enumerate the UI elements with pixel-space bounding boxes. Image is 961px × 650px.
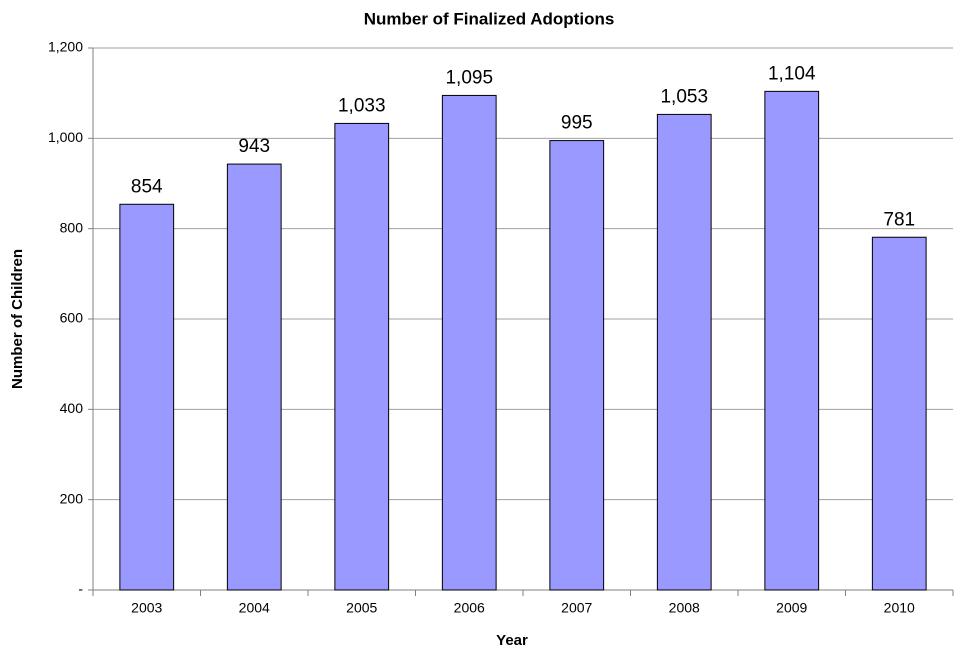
x-tick-label: 2008 (669, 600, 700, 616)
x-tick-label: 2007 (561, 600, 592, 616)
data-label: 1,033 (338, 95, 386, 116)
y-tick-label: 200 (60, 490, 84, 506)
y-tick-label: 800 (60, 219, 84, 235)
x-tick-label: 2009 (776, 600, 807, 616)
x-tick-label: 2006 (454, 600, 485, 616)
y-tick-label: 400 (60, 400, 84, 416)
bar (226, 163, 282, 591)
data-label: 854 (131, 176, 163, 197)
data-label: 995 (561, 113, 593, 134)
data-label: 943 (238, 136, 270, 157)
bar (334, 122, 390, 591)
x-axis-title: Year (496, 632, 528, 649)
bar (549, 140, 605, 591)
x-tick-label: 2010 (884, 600, 915, 616)
data-label: 1,053 (660, 86, 708, 107)
bar (656, 113, 712, 591)
bar (441, 94, 497, 591)
y-tick-label: 1,000 (48, 129, 83, 145)
x-tick-label: 2004 (239, 600, 270, 616)
y-tick-label: 1,200 (48, 39, 83, 55)
data-label: 1,104 (768, 63, 816, 84)
y-axis-title: Number of Children (9, 249, 26, 389)
bar (764, 90, 820, 591)
x-tick-label: 2003 (131, 600, 162, 616)
y-tick-label: 600 (60, 310, 84, 326)
data-label: 781 (883, 209, 915, 230)
data-label: 1,095 (445, 67, 493, 88)
bar (119, 203, 175, 591)
y-tick-label: - (78, 581, 83, 597)
chart-title: Number of Finalized Adoptions (364, 9, 615, 28)
bar (871, 236, 927, 591)
x-tick-label: 2005 (346, 600, 377, 616)
